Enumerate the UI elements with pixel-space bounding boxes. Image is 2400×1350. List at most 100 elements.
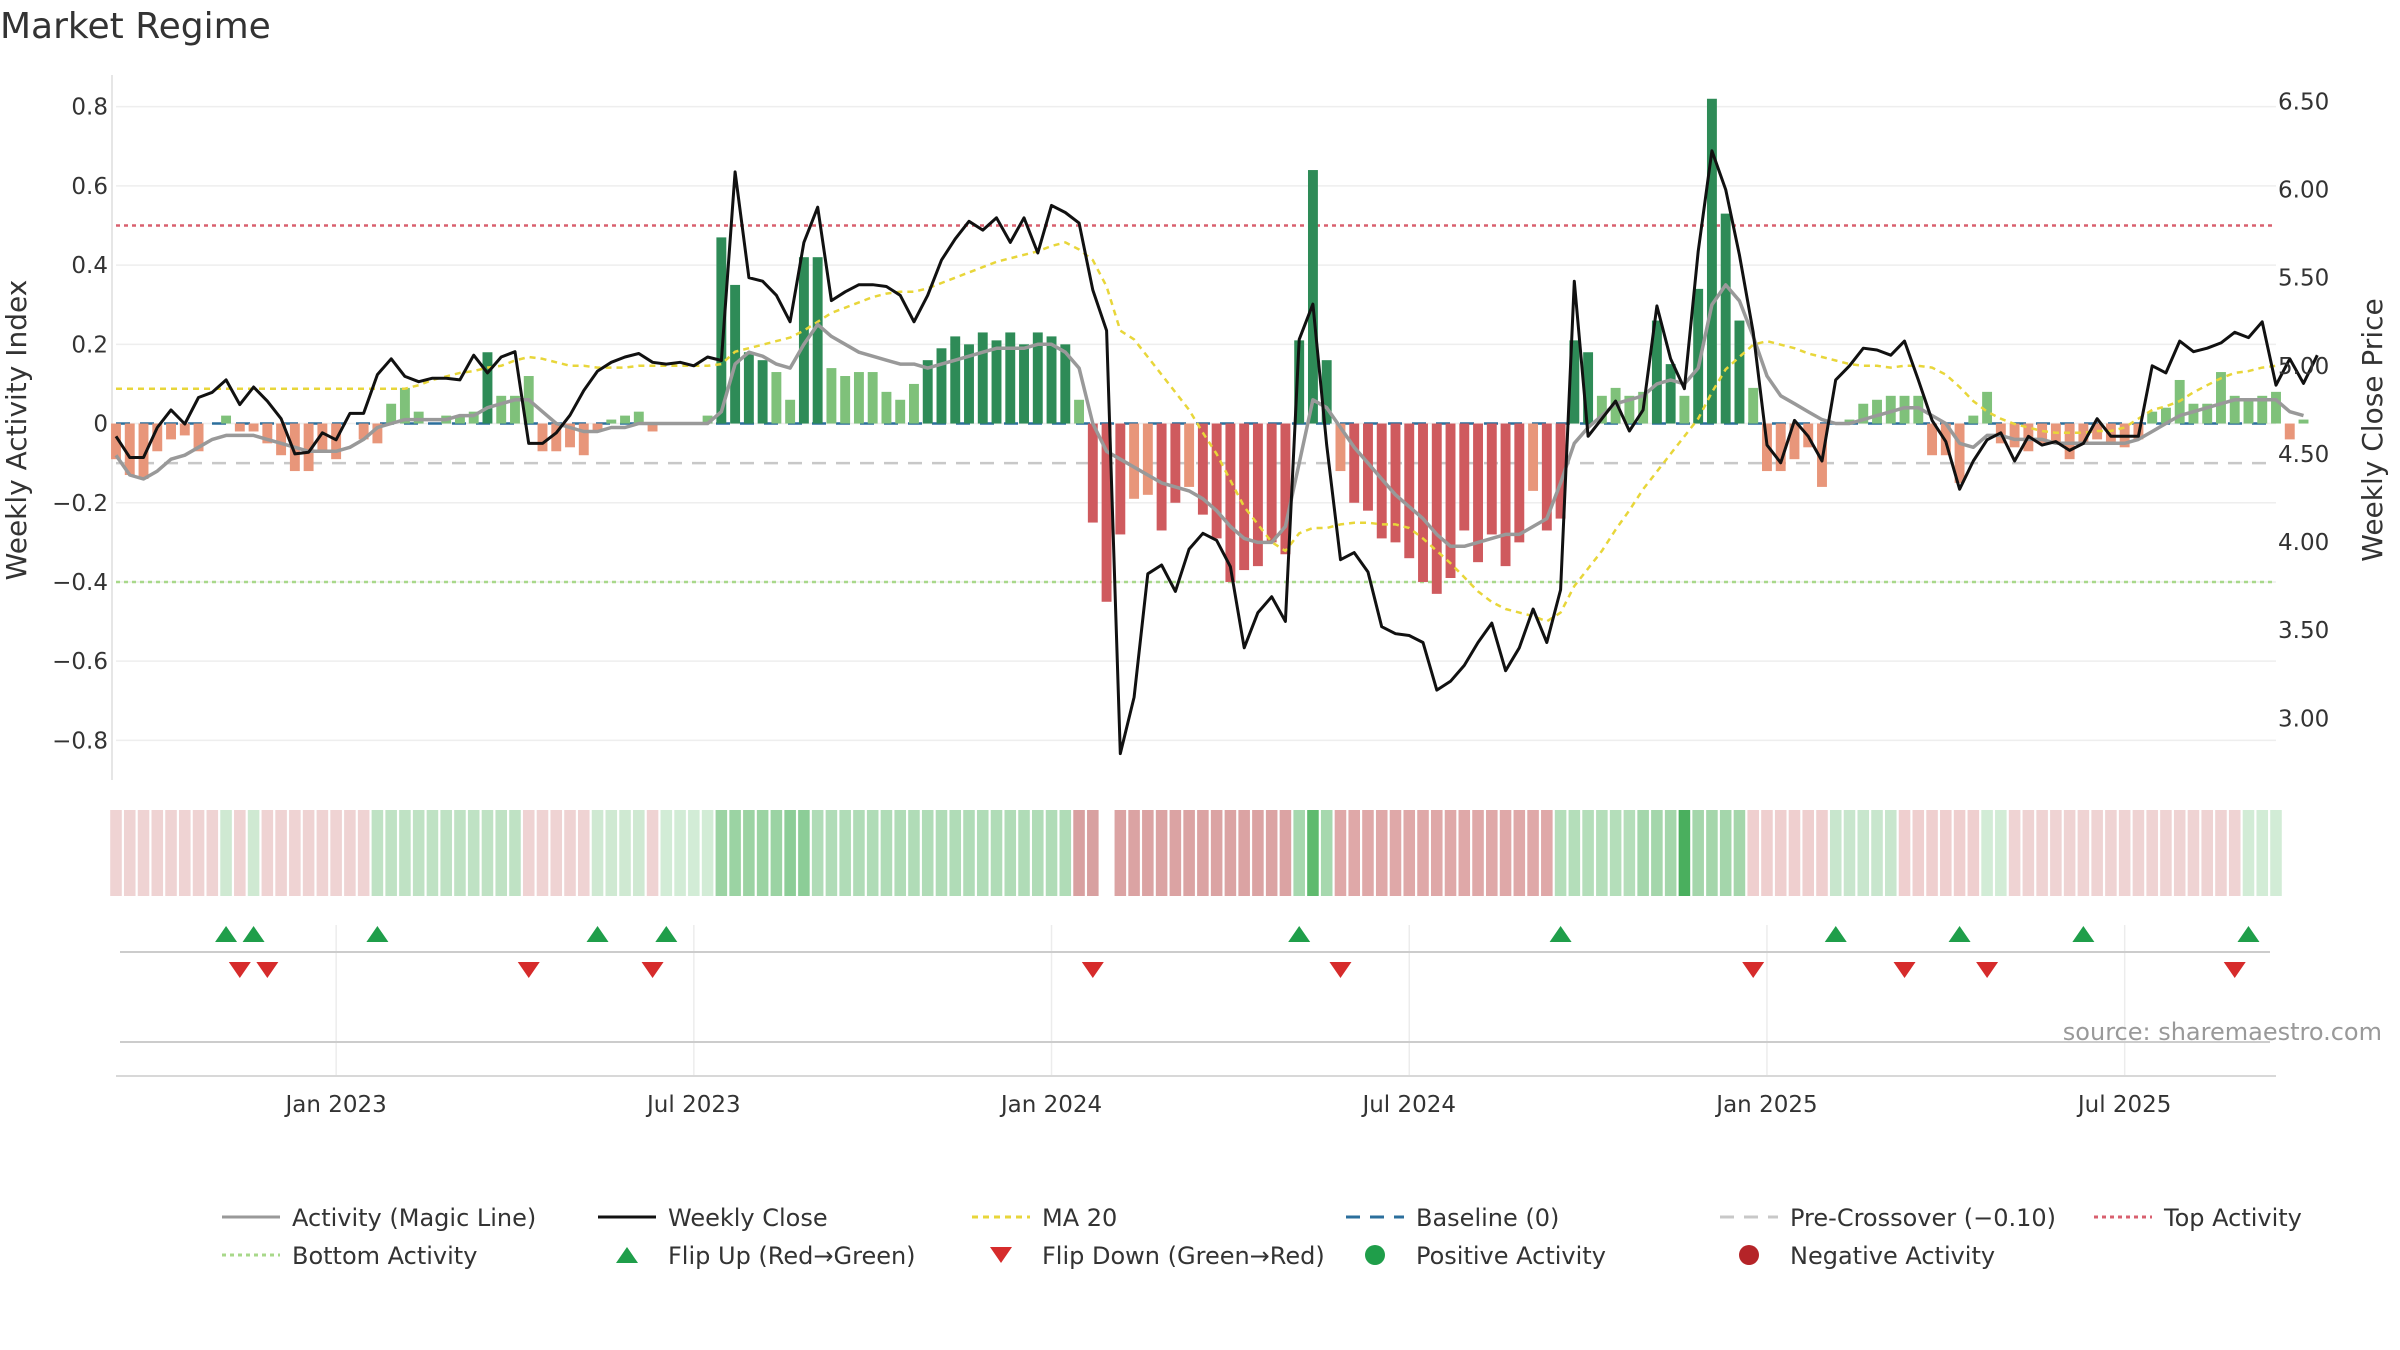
activity-bar (867, 372, 878, 424)
activity-bar (2284, 423, 2295, 440)
regime-cell (2077, 810, 2090, 896)
regime-cell (1018, 810, 1030, 896)
regime-cell (206, 810, 219, 896)
y-tick-label: 0 (93, 412, 108, 438)
y-tick-label: −0.8 (52, 728, 108, 754)
regime-cell (495, 810, 508, 896)
y-tick-label: −0.2 (52, 491, 108, 517)
regime-cell (1389, 810, 1402, 896)
y2-axis-ticks: 6.50 6.00 5.50 5.00 4.50 4.00 3.50 3.00 (2278, 89, 2329, 732)
regime-cell (935, 810, 948, 896)
activity-bar (2229, 395, 2240, 424)
flip-down-marker (517, 962, 540, 978)
regime-cell (1664, 810, 1677, 896)
regime-cell (1898, 810, 1911, 896)
activity-bar (1060, 344, 1071, 424)
activity-bar (592, 423, 603, 432)
legend-item: Weekly Close (598, 1204, 828, 1232)
regime-cell (1884, 810, 1897, 896)
activity-bar (179, 423, 190, 436)
activity-bar (1115, 423, 1126, 535)
regime-cell (1774, 810, 1787, 896)
activity-bar (785, 399, 796, 424)
activity-bar (482, 352, 493, 424)
activity-bar (730, 284, 741, 424)
activity-bar (193, 423, 204, 452)
activity-bar (1720, 213, 1731, 424)
flip-down-marker (228, 962, 251, 978)
regime-cell (1582, 810, 1594, 896)
activity-bar (1844, 419, 1855, 424)
activity-bar (1473, 423, 1483, 563)
activity-bar (812, 257, 823, 424)
regime-cell (1871, 810, 1883, 896)
x-tick-label: Jul 2024 (1360, 1092, 1456, 1118)
activity-bar (1335, 423, 1346, 472)
activity-bar (2064, 423, 2075, 460)
regime-cell (1444, 810, 1457, 896)
activity-bar (1927, 423, 1938, 456)
legend-item: Flip Up (Red→Green) (616, 1242, 916, 1270)
activity-bar (1445, 423, 1456, 579)
regime-cell (1293, 810, 1305, 896)
regime-cell (1596, 810, 1608, 896)
legend-swatch (990, 1247, 1012, 1263)
activity-bar (964, 344, 974, 424)
activity-bar (1363, 423, 1373, 511)
y-axis-ticks: 0.8 0.6 0.4 0.2 0 −0.2 −0.4 −0.6 −0.8 (52, 95, 108, 755)
regime-cell (440, 810, 452, 896)
regime-cell (1802, 810, 1815, 896)
regime-cell (990, 810, 1003, 896)
activity-bar (2257, 395, 2268, 424)
activity-bar (950, 336, 961, 424)
regime-cell (963, 810, 975, 896)
y2-tick-label: 3.00 (2278, 706, 2329, 732)
activity-bar (716, 237, 727, 424)
regime-cell (921, 810, 934, 896)
y-tick-label: 0.8 (71, 95, 108, 121)
activity-bar (1872, 399, 1882, 424)
activity-bar (922, 360, 933, 424)
legend-label: Positive Activity (1416, 1242, 1606, 1270)
x-tick-label: Jan 2024 (999, 1092, 1102, 1118)
chart-title: Market Regime (0, 6, 271, 47)
regime-cell (2215, 810, 2227, 896)
regime-cell (1761, 810, 1773, 896)
regime-cell (2228, 810, 2241, 896)
activity-bar (399, 387, 410, 424)
regime-cell (660, 810, 673, 896)
regime-cell (619, 810, 631, 896)
regime-cell (1142, 810, 1154, 896)
activity-bar (2271, 391, 2281, 424)
legend-label: Top Activity (2163, 1204, 2302, 1232)
regime-cell (1623, 810, 1636, 896)
regime-cell (316, 810, 329, 896)
activity-bar (317, 423, 328, 452)
legend-item: Negative Activity (1739, 1242, 1995, 1270)
regime-cell (1279, 810, 1292, 896)
regime-cell (784, 810, 796, 896)
activity-bar (2298, 419, 2309, 424)
regime-cell (1238, 810, 1250, 896)
activity-bar (633, 411, 644, 424)
regime-cell (1059, 810, 1072, 896)
activity-bar (1734, 320, 1745, 424)
activity-bar (606, 419, 617, 424)
regime-cell (1348, 810, 1360, 896)
y2-tick-label: 3.50 (2278, 618, 2329, 644)
regime-cell (1252, 810, 1264, 896)
regime-cell (1183, 810, 1195, 896)
activity-bar (1624, 395, 1635, 424)
activity-bar (1225, 423, 1236, 582)
y2-axis-label: Weekly Close Price (2356, 298, 2389, 561)
reference-lines (116, 224, 2276, 584)
activity-bar (454, 415, 465, 424)
regime-cell (1045, 810, 1058, 896)
y-tick-label: −0.6 (52, 649, 108, 675)
regime-cell (137, 810, 150, 896)
regime-cell (1486, 810, 1498, 896)
regime-cell (509, 810, 521, 896)
regime-cell (1499, 810, 1512, 896)
regime-cell (412, 810, 425, 896)
activity-bar (909, 383, 919, 424)
